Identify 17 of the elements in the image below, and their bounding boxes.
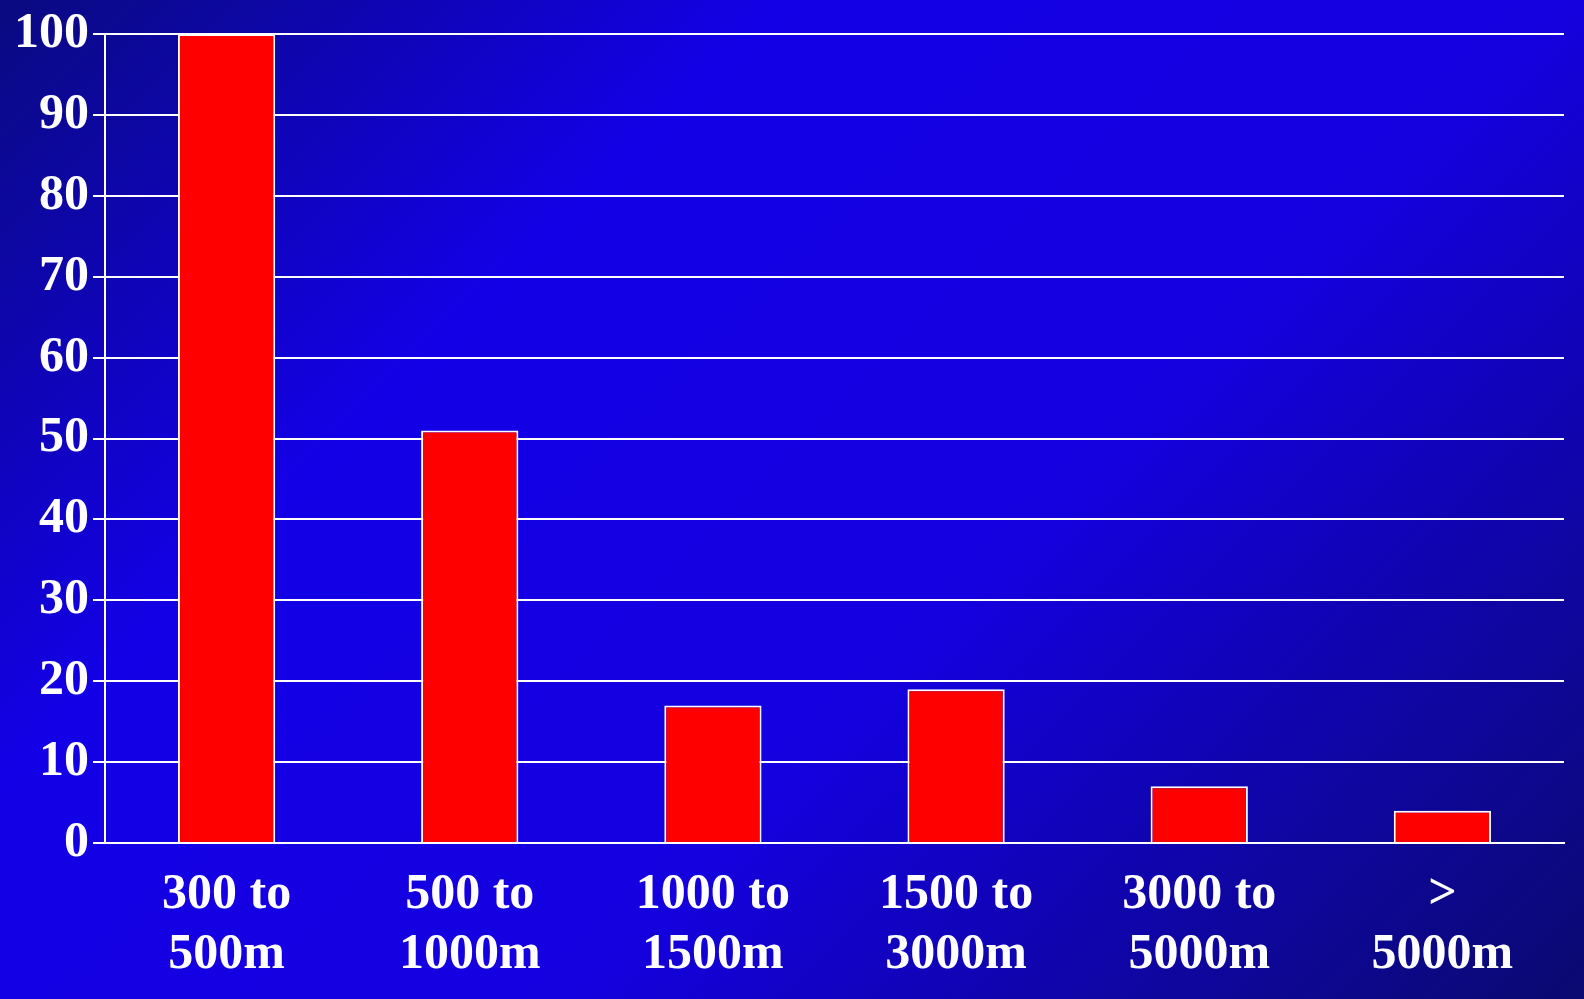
y-tick-label: 30	[39, 568, 89, 625]
y-tick-label: 60	[39, 325, 89, 382]
y-tick-label: 80	[39, 163, 89, 220]
y-tick-label: 0	[64, 810, 89, 867]
y-tick-label: 50	[39, 406, 89, 463]
x-tick-label: 1500 to 3000m	[879, 862, 1034, 979]
y-tick-label: 10	[39, 730, 89, 787]
y-tick-label: 40	[39, 487, 89, 544]
y-tick-label: 70	[39, 244, 89, 301]
x-tick-label: > 5000m	[1371, 862, 1514, 979]
x-tick-label: 300 to 500m	[162, 862, 292, 979]
y-tick-label: 20	[39, 649, 89, 706]
y-tick-label: 90	[39, 82, 89, 139]
x-tick-label: 500 to 1000m	[398, 862, 541, 979]
y-tick-label: 100	[14, 1, 89, 58]
x-tick-label: 3000 to 5000m	[1122, 862, 1277, 979]
x-tick-label: 1000 to 1500m	[635, 862, 790, 979]
